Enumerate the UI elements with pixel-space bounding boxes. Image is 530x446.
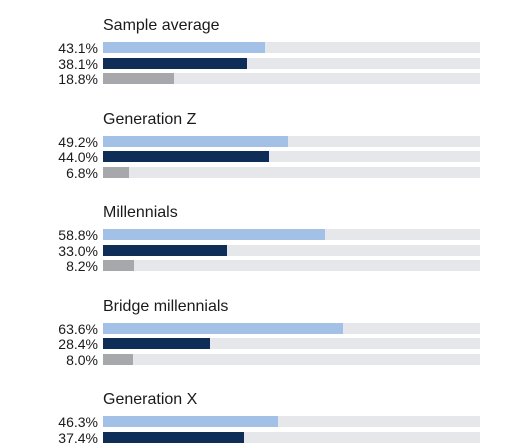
data-label: 8.0% — [66, 351, 98, 368]
bar — [103, 42, 266, 53]
data-label: 43.1% — [58, 40, 98, 56]
data-label: 28.4% — [58, 336, 98, 352]
bar-track — [103, 151, 480, 162]
bar-track — [103, 353, 480, 365]
data-label: 58.8% — [58, 227, 98, 243]
bar — [103, 322, 343, 334]
bar — [103, 166, 129, 178]
group-title: Bridge millennials — [103, 297, 229, 315]
bar-track — [103, 322, 480, 334]
bar — [103, 73, 174, 84]
bar-track — [103, 260, 480, 271]
data-label: 38.1% — [58, 55, 98, 72]
bar-track — [103, 416, 480, 427]
data-label: 44.0% — [58, 149, 98, 165]
bar — [103, 338, 211, 349]
bar-track — [103, 57, 480, 69]
bar — [103, 151, 269, 162]
bar-track — [103, 42, 480, 53]
bar-track — [103, 244, 480, 256]
data-label: 49.2% — [58, 133, 98, 150]
group-title: Generation X — [103, 391, 198, 408]
bar — [103, 135, 289, 147]
bar — [103, 260, 134, 271]
data-label: 37.4% — [58, 429, 98, 446]
bar-track — [103, 135, 480, 147]
bar — [103, 244, 228, 256]
data-label: 6.8% — [66, 164, 98, 181]
bar — [103, 416, 278, 427]
group-title: Generation Z — [103, 110, 197, 128]
group-title: Millennials — [103, 204, 178, 221]
data-label: 18.8% — [58, 71, 98, 87]
bar-track — [103, 338, 480, 349]
bar-track — [103, 229, 480, 240]
bar-track — [103, 431, 480, 443]
bar — [103, 353, 134, 365]
group-title: Sample average — [103, 17, 220, 34]
bar — [103, 57, 247, 69]
data-label: 63.6% — [58, 320, 98, 337]
bar — [103, 229, 325, 240]
bar-track — [103, 166, 480, 178]
bar — [103, 431, 244, 443]
bar-track — [103, 73, 480, 84]
data-label: 8.2% — [66, 258, 98, 274]
data-label: 46.3% — [58, 414, 98, 430]
data-label: 33.0% — [58, 242, 98, 259]
